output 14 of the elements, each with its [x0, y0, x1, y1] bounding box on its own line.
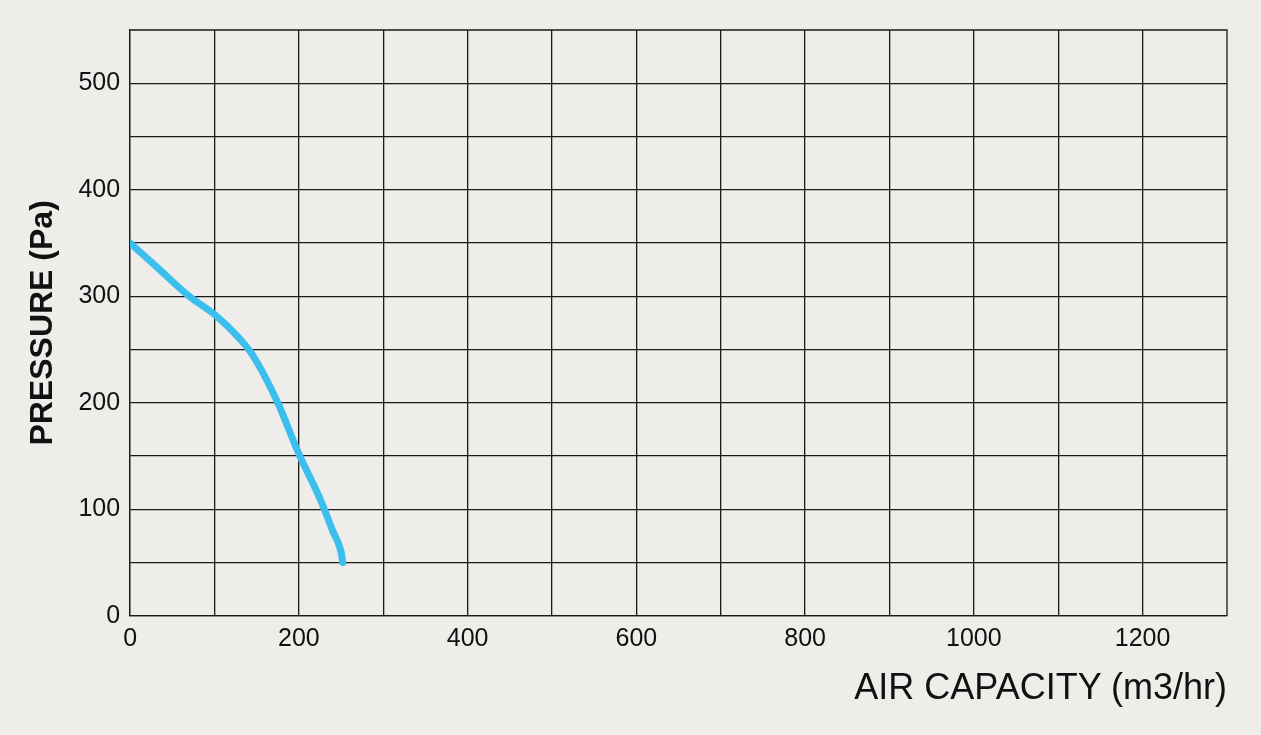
x-tick-label: 800 — [784, 622, 826, 651]
y-tick-label: 100 — [78, 493, 121, 522]
x-tick-label: 1200 — [1114, 622, 1171, 651]
x-tick-label: 200 — [278, 622, 320, 651]
x-axis-title: AIR CAPACITY (m3/hr) — [854, 666, 1227, 708]
y-tick-label: 400 — [78, 173, 121, 202]
y-axis-title: PRESSURE (Pa) — [23, 200, 60, 446]
y-tick-label: 0 — [106, 599, 121, 628]
y-tick-label: 300 — [78, 280, 121, 309]
x-tick-label: 1000 — [946, 622, 1002, 651]
y-tick-label: 500 — [78, 67, 121, 96]
x-tick-label: 600 — [615, 622, 658, 651]
x-tick-label: 400 — [446, 622, 489, 651]
y-tick-label: 200 — [78, 386, 121, 415]
